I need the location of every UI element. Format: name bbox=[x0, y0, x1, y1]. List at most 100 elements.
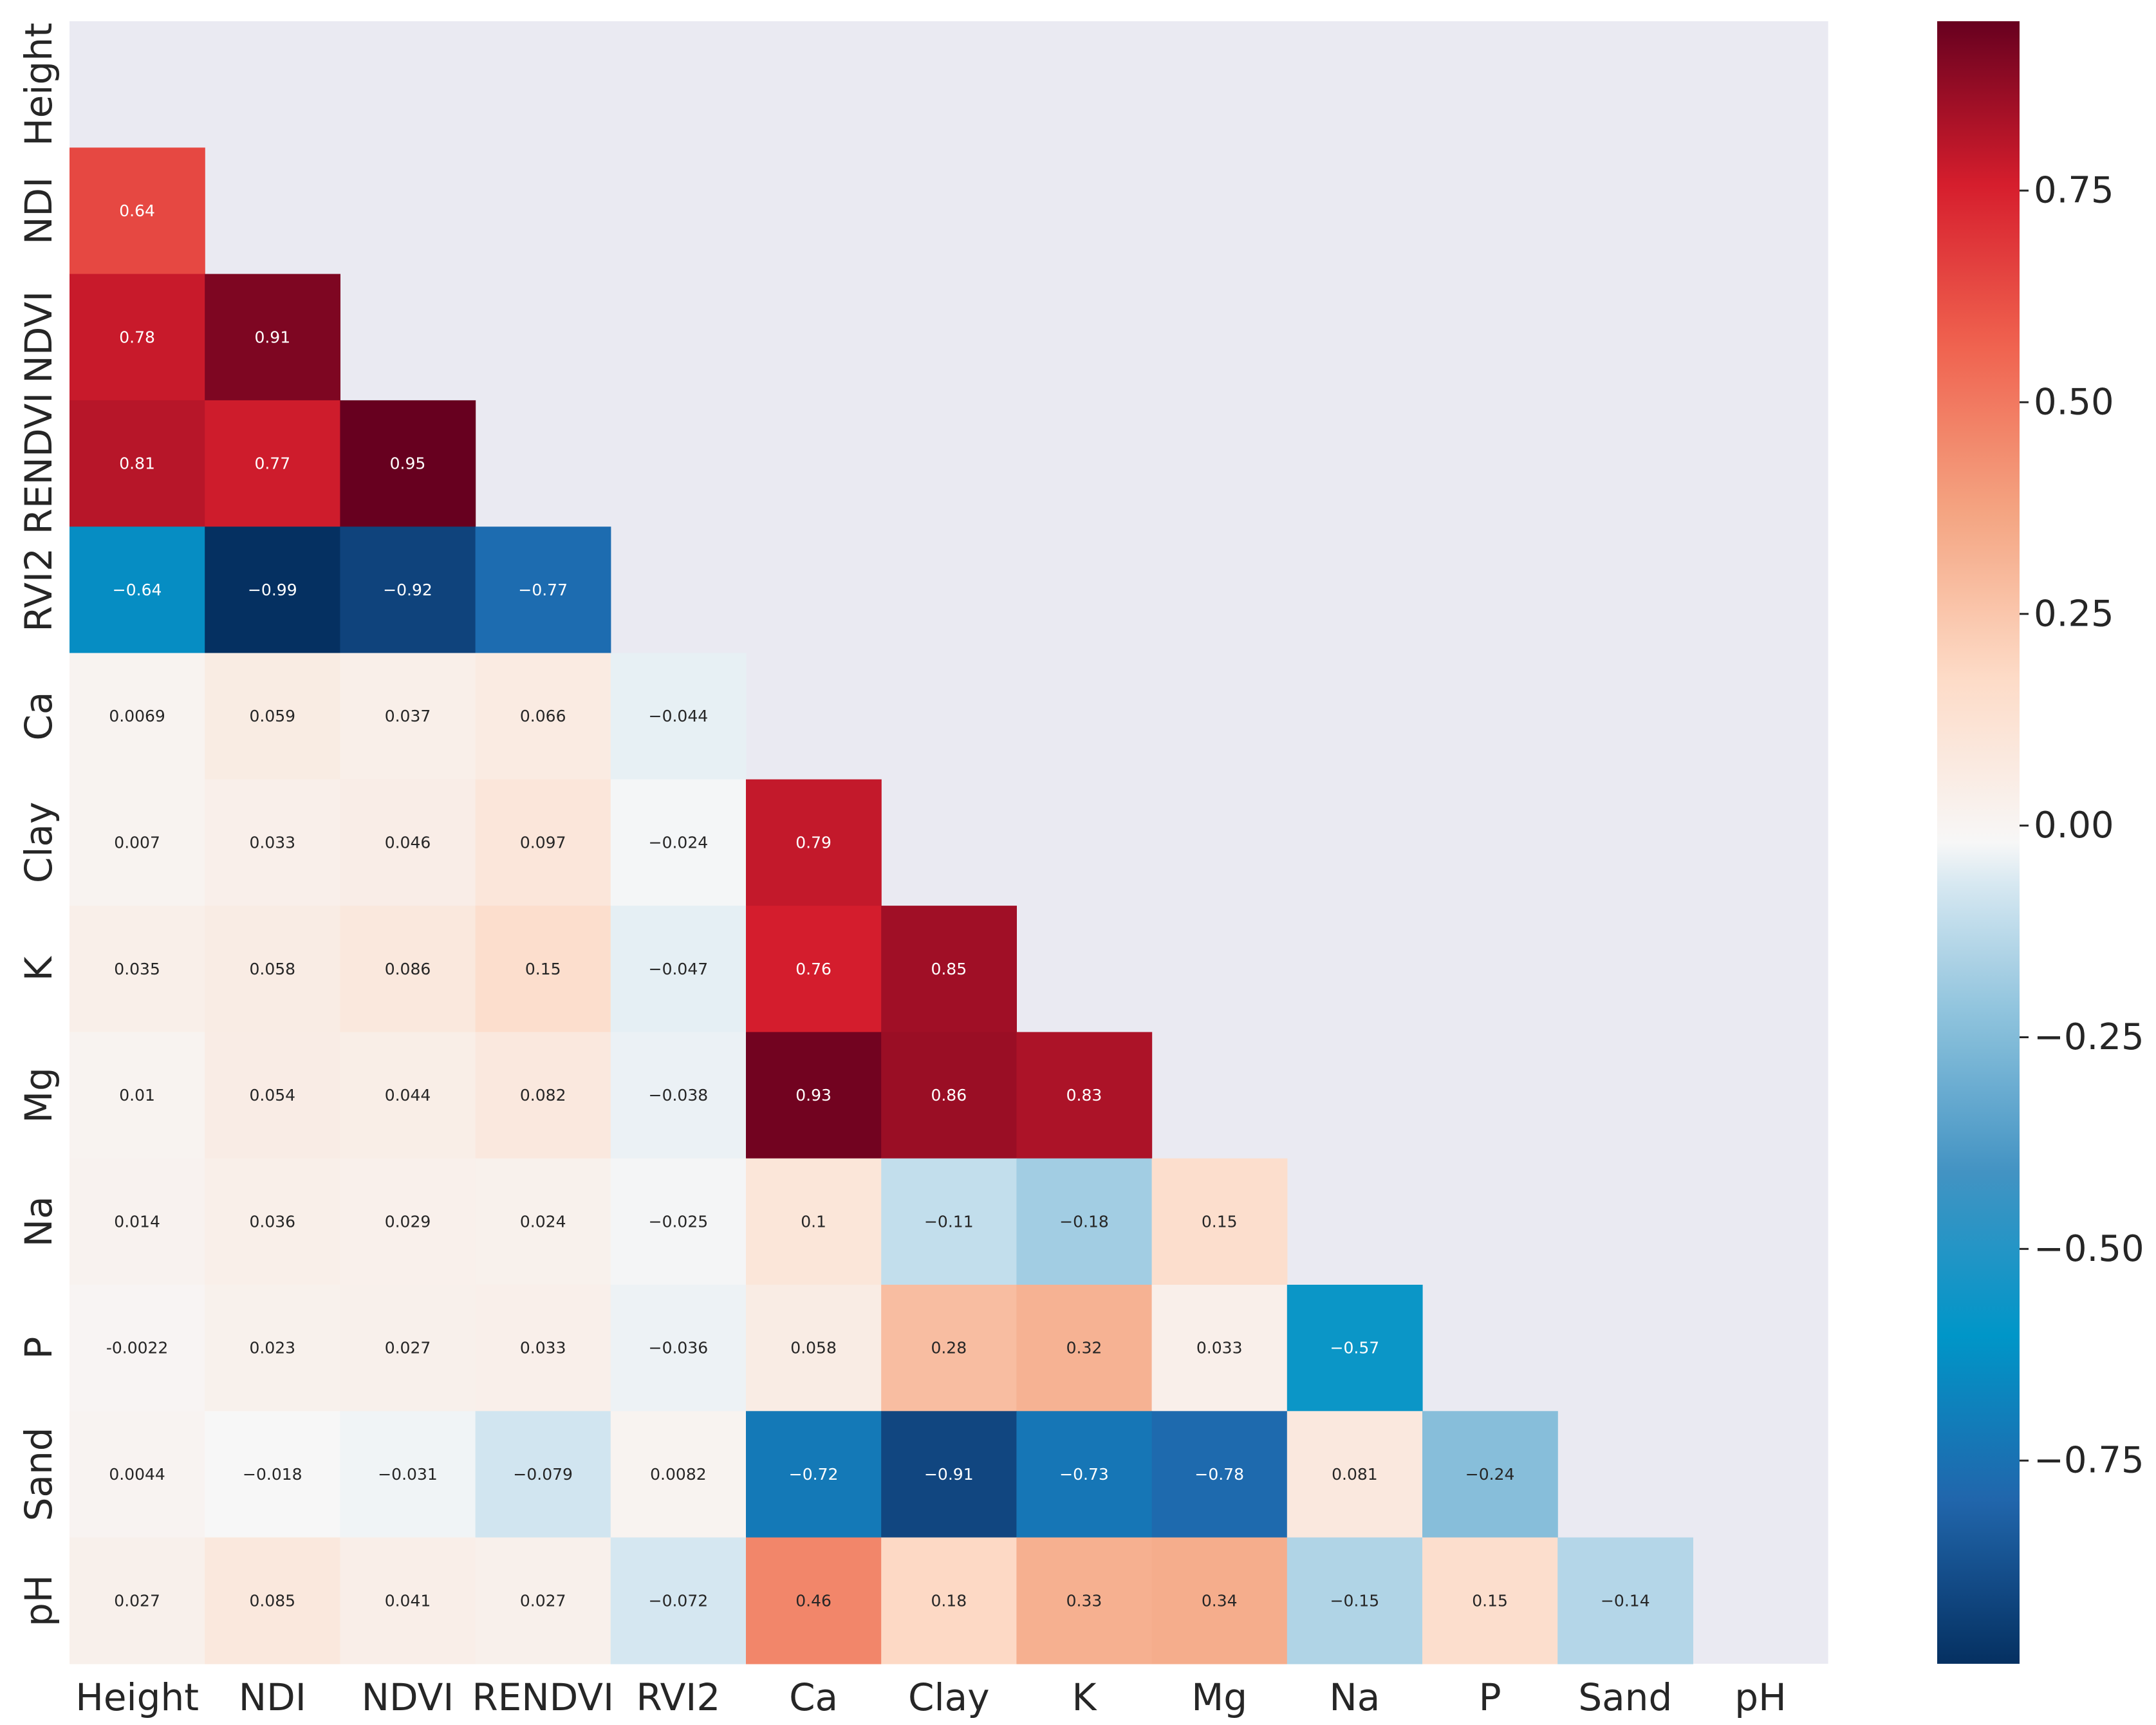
cell-value-label: -0.0022 bbox=[106, 1339, 169, 1357]
heatmap-cell-sand-ndi bbox=[205, 1411, 340, 1538]
heatmap-cell-k-rvi2 bbox=[610, 906, 747, 1032]
heatmap-cell-ph-ca bbox=[746, 1537, 882, 1664]
heatmap-cell-ph-mg bbox=[1151, 1537, 1288, 1664]
cell-value-label: 0.066 bbox=[520, 707, 566, 725]
heatmap-cell-ca-rvi2 bbox=[610, 653, 747, 780]
heatmap-cell-mg-rvi2 bbox=[610, 1032, 747, 1159]
heatmap-cell-ph-ndi bbox=[205, 1537, 340, 1664]
cell-value-label: −0.78 bbox=[1194, 1465, 1244, 1484]
heatmap-cell-p-height bbox=[70, 1285, 205, 1412]
heatmap-cell-p-ca bbox=[746, 1285, 882, 1412]
heatmap-cell-clay-rendvi bbox=[475, 779, 611, 906]
heatmap-cell-rvi2-ndi bbox=[205, 527, 340, 654]
heatmap-cell-k-ndvi bbox=[340, 906, 476, 1032]
cell-value-label: 0.0069 bbox=[109, 707, 165, 725]
cell-value-label: 0.01 bbox=[119, 1086, 155, 1105]
x-tick-label: Height bbox=[75, 1675, 199, 1719]
y-tick-label: RVI2 bbox=[17, 548, 60, 632]
heatmap-cell-na-clay bbox=[881, 1158, 1017, 1285]
cell-value-label: 0.86 bbox=[931, 1086, 967, 1105]
cell-value-label: 0.082 bbox=[520, 1086, 566, 1105]
heatmap-cell-p-rvi2 bbox=[610, 1285, 747, 1412]
heatmap-cell-p-ndvi bbox=[340, 1285, 476, 1412]
heatmap-cell-mg-ndvi bbox=[340, 1032, 476, 1159]
heatmap-cell-ca-rendvi bbox=[475, 653, 611, 780]
heatmap-cell-clay-height bbox=[70, 779, 205, 906]
cell-value-label: 0.014 bbox=[114, 1212, 160, 1231]
cell-value-label: −0.038 bbox=[649, 1086, 709, 1105]
cell-value-label: 0.033 bbox=[1196, 1339, 1243, 1357]
x-tick-label: NDI bbox=[239, 1675, 306, 1719]
colorbar-tick-label: −0.25 bbox=[2034, 1016, 2144, 1058]
heatmap-cell-clay-ca bbox=[746, 779, 882, 906]
cell-value-label: 0.28 bbox=[931, 1339, 967, 1357]
heatmap-cell-na-ndvi bbox=[340, 1158, 476, 1285]
cell-value-label: −0.91 bbox=[924, 1465, 974, 1484]
heatmap-cell-sand-ca bbox=[746, 1411, 882, 1538]
y-tick-label: Height bbox=[17, 23, 60, 146]
cell-value-label: 0.035 bbox=[114, 960, 160, 978]
heatmap-cell-sand-clay bbox=[881, 1411, 1017, 1538]
y-tick-label: NDI bbox=[17, 177, 60, 245]
cell-value-label: 0.033 bbox=[250, 833, 296, 852]
heatmap-cell-p-na bbox=[1287, 1285, 1423, 1412]
heatmap-cell-p-k bbox=[1016, 1285, 1153, 1412]
heatmap-cell-rvi2-ndvi bbox=[340, 527, 476, 654]
y-tick-label: pH bbox=[17, 1575, 60, 1627]
heatmap-cell-p-ndi bbox=[205, 1285, 340, 1412]
cell-value-label: −0.036 bbox=[649, 1339, 709, 1357]
cell-value-label: 0.0044 bbox=[109, 1465, 165, 1484]
colorbar-tick-label: −0.75 bbox=[2034, 1440, 2144, 1482]
cell-value-label: −0.24 bbox=[1465, 1465, 1515, 1484]
cell-value-label: −0.18 bbox=[1059, 1212, 1109, 1231]
heatmap-cell-sand-rendvi bbox=[475, 1411, 611, 1538]
x-tick-label: Mg bbox=[1191, 1675, 1247, 1719]
cell-value-label: 0.054 bbox=[250, 1086, 296, 1105]
colorbar-tick-label: 0.00 bbox=[2034, 805, 2114, 846]
cell-value-label: 0.32 bbox=[1066, 1339, 1102, 1357]
cell-value-label: 0.93 bbox=[795, 1086, 832, 1105]
heatmap-cell-ph-ndvi bbox=[340, 1537, 476, 1664]
cell-value-label: 0.76 bbox=[795, 960, 832, 978]
cell-value-label: 0.041 bbox=[385, 1591, 431, 1610]
cell-value-label: 0.044 bbox=[385, 1086, 431, 1105]
cell-value-label: 0.081 bbox=[1332, 1465, 1378, 1484]
heatmap-cell-na-ndi bbox=[205, 1158, 340, 1285]
cell-value-label: 0.027 bbox=[385, 1339, 431, 1357]
heatmap-cell-p-clay bbox=[881, 1285, 1017, 1412]
cell-value-label: 0.023 bbox=[250, 1339, 296, 1357]
cell-value-label: 0.33 bbox=[1066, 1591, 1102, 1610]
x-tick-label: Ca bbox=[789, 1675, 838, 1719]
heatmap-cell-sand-rvi2 bbox=[610, 1411, 747, 1538]
heatmap-cell-mg-ndi bbox=[205, 1032, 340, 1159]
cell-value-label: −0.031 bbox=[378, 1465, 438, 1484]
heatmap-cell-ph-height bbox=[70, 1537, 205, 1664]
cell-value-label: −0.025 bbox=[649, 1212, 709, 1231]
cell-value-label: −0.99 bbox=[248, 581, 297, 599]
cell-value-label: −0.14 bbox=[1601, 1591, 1650, 1610]
colorbar-tick-label: 0.25 bbox=[2034, 593, 2114, 635]
heatmap-cell-ca-height bbox=[70, 653, 205, 780]
cell-value-label: 0.085 bbox=[250, 1591, 296, 1610]
cell-value-label: −0.15 bbox=[1330, 1591, 1380, 1610]
x-tick-label: Clay bbox=[908, 1675, 989, 1719]
cell-value-label: 0.91 bbox=[254, 328, 290, 346]
heatmap-cell-mg-k bbox=[1016, 1032, 1153, 1159]
cell-value-label: −0.018 bbox=[243, 1465, 302, 1484]
cell-value-label: 0.78 bbox=[119, 328, 155, 346]
cell-value-label: −0.024 bbox=[649, 833, 709, 852]
cell-value-label: −0.64 bbox=[113, 581, 162, 599]
cell-value-label: 0.18 bbox=[931, 1591, 967, 1610]
y-tick-label: Sand bbox=[17, 1427, 60, 1521]
x-tick-label: RENDVI bbox=[472, 1675, 614, 1719]
x-tick-label: RVI2 bbox=[636, 1675, 720, 1719]
cell-value-label: 0.058 bbox=[790, 1339, 837, 1357]
heatmap-cell-ph-sand bbox=[1557, 1537, 1693, 1664]
heatmap-cell-k-ca bbox=[746, 906, 882, 1032]
y-tick-label: Na bbox=[17, 1196, 60, 1247]
cell-value-label: 0.15 bbox=[1202, 1212, 1238, 1231]
cell-value-label: 0.83 bbox=[1066, 1086, 1102, 1105]
cell-value-label: 0.036 bbox=[250, 1212, 296, 1231]
colorbar-tick-label: −0.50 bbox=[2034, 1228, 2144, 1270]
cell-value-label: 0.086 bbox=[385, 960, 431, 978]
